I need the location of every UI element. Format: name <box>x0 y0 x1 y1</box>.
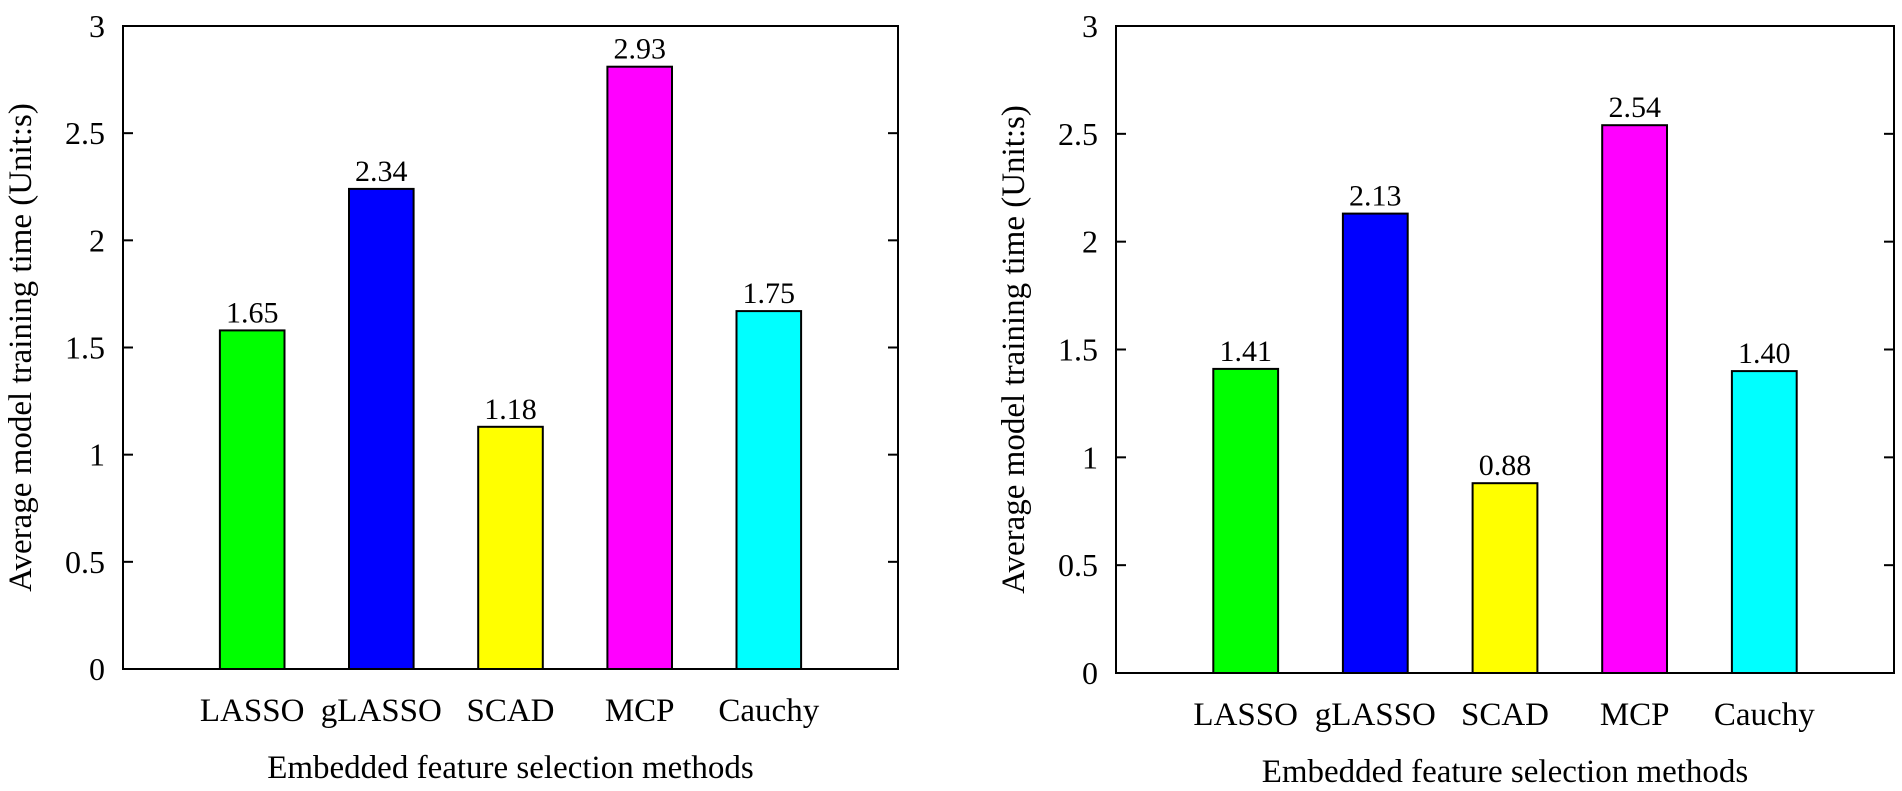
x-axis-title: Embedded feature selection methods <box>267 750 754 786</box>
data-label-mcp: 2.54 <box>1608 91 1661 124</box>
y-tick-label: 0 <box>1082 655 1098 691</box>
y-tick-label: 3 <box>1082 8 1098 44</box>
y-tick-label: 0.5 <box>65 544 105 580</box>
bar-cauchy <box>1730 370 1798 674</box>
y-tick-label: 0.5 <box>1058 547 1098 583</box>
y-tick-label: 0 <box>89 651 105 687</box>
y-tick-label: 1 <box>1082 439 1098 475</box>
data-label-lasso: 1.41 <box>1219 335 1272 368</box>
bar-cauchy <box>735 310 803 670</box>
data-label-glasso: 2.13 <box>1349 180 1402 213</box>
bar-glasso <box>1341 212 1409 674</box>
x-tick-label-glasso: gLASSO <box>321 693 442 729</box>
data-label-cauchy: 1.40 <box>1738 337 1791 370</box>
y-axis-title: Average model training time (Unit:s) <box>3 103 39 592</box>
x-tick-label-mcp: MCP <box>1600 697 1670 733</box>
y-tick-label: 1.5 <box>65 330 105 366</box>
x-tick-label-mcp: MCP <box>605 693 675 729</box>
bar-lasso <box>218 329 286 670</box>
y-tick-label: 2 <box>1082 224 1098 260</box>
data-label-scad: 1.18 <box>484 393 537 426</box>
y-tick-label: 1 <box>89 437 105 473</box>
y-tick-label: 3 <box>89 8 105 44</box>
bar-mcp <box>1601 124 1668 674</box>
y-axis-title: Average model training time (Unit:s) <box>996 105 1032 594</box>
y-tick-label: 2.5 <box>1058 116 1098 152</box>
bar-scad <box>1471 482 1539 675</box>
x-tick-label-lasso: LASSO <box>200 693 305 729</box>
y-tick-label: 2 <box>89 222 105 258</box>
x-tick-label-glasso: gLASSO <box>1315 697 1436 733</box>
bar-glasso <box>348 187 415 670</box>
chart-panel-2: 1.41 2.13 0.88 2.54 1.40 0 0.5 1 1.5 2 2.5 3 LASSO gL… <box>996 8 1895 790</box>
data-label-glasso: 2.34 <box>355 155 408 188</box>
bar-lasso <box>1212 367 1280 674</box>
bar-scad <box>477 425 544 670</box>
y-tick-label: 1.5 <box>1058 332 1098 368</box>
y-tick-label: 2.5 <box>65 115 105 151</box>
x-tick-label-scad: SCAD <box>1461 697 1549 733</box>
chart-panel-1: 1.65 2.34 1.18 2.93 1.75 0 0.5 1 1.5 2 2.5 3 LASSO gL… <box>3 8 899 786</box>
data-label-cauchy: 1.75 <box>743 277 796 310</box>
data-label-mcp: 2.93 <box>613 33 666 66</box>
x-tick-label-cauchy: Cauchy <box>1714 697 1815 733</box>
data-label-lasso: 1.65 <box>226 296 279 329</box>
x-tick-label-scad: SCAD <box>466 693 554 729</box>
x-tick-label-lasso: LASSO <box>1193 697 1298 733</box>
bar-mcp <box>606 65 674 670</box>
data-label-scad: 0.88 <box>1479 449 1532 482</box>
x-tick-label-cauchy: Cauchy <box>718 693 819 729</box>
x-axis-title: Embedded feature selection methods <box>1262 754 1749 790</box>
